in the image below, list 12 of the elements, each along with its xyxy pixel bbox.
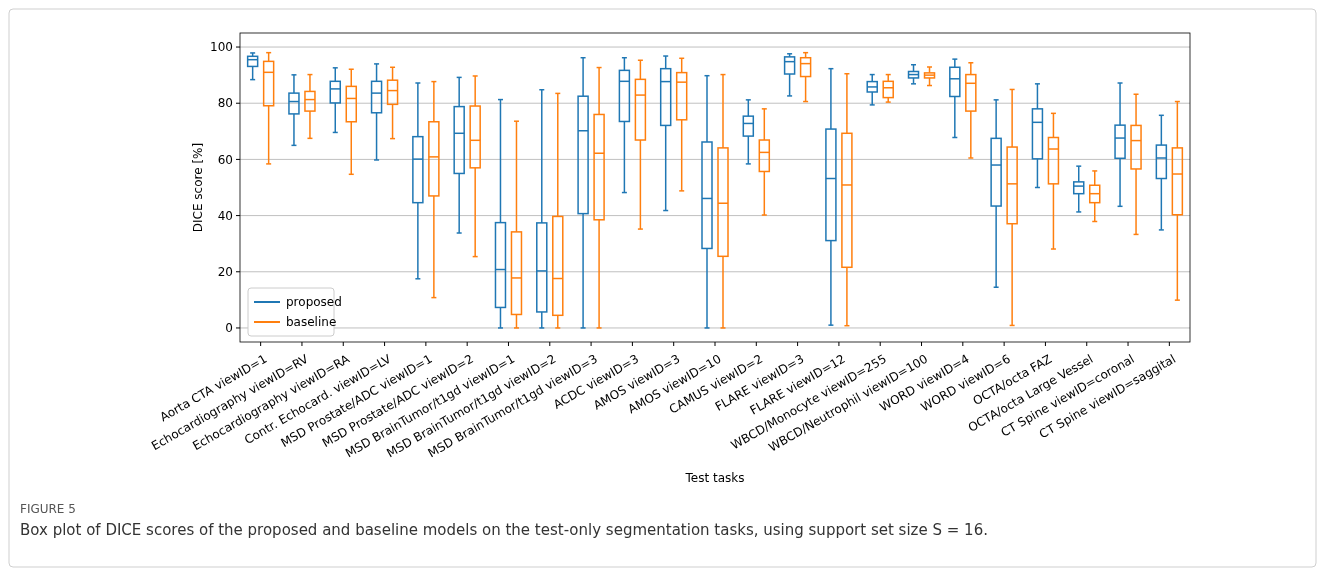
legend-label: baseline: [286, 315, 337, 330]
x-axis-title: Test tasks: [684, 471, 745, 485]
text: Box plot of DICE scores of the proposed and baseline models on the test-only segmentation tasks, using support set size S = 16.: [20, 521, 988, 539]
legend-label: proposed: [286, 295, 342, 310]
y-axis-title: DICE score [%]: [191, 142, 205, 233]
y-tick-label: 20: [217, 264, 233, 279]
y-tick-label: 100: [210, 40, 233, 55]
y-tick-label: 80: [217, 96, 233, 111]
y-tick-label: 0: [225, 321, 233, 336]
caption: FIGURE 5: [20, 502, 76, 516]
y-tick-label: 60: [217, 152, 233, 167]
y-tick-label: 40: [217, 208, 233, 223]
